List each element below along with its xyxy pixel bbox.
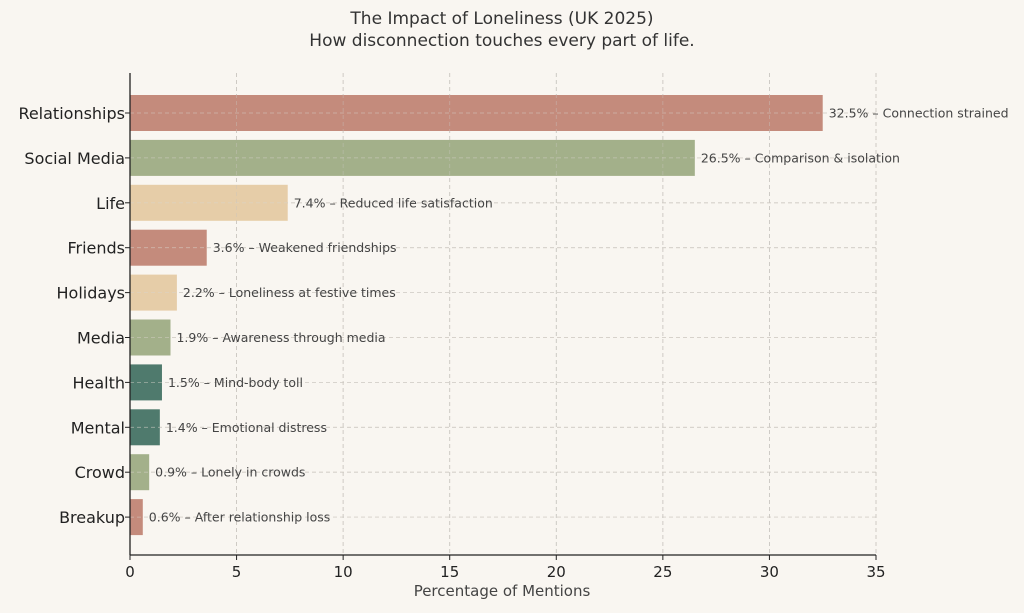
- data-label: 32.5% – Connection strained: [829, 106, 1009, 121]
- data-label: 3.6% – Weakened friendships: [213, 240, 397, 255]
- data-label: 1.9% – Awareness through media: [176, 330, 385, 345]
- data-labels: 32.5% – Connection strained 26.5% – Compa…: [149, 106, 1009, 525]
- y-tick-label: Relationships: [18, 104, 125, 123]
- y-tick-label: Friends: [67, 239, 125, 258]
- x-tick-label: 15: [440, 563, 459, 581]
- data-label: 1.4% – Emotional distress: [166, 420, 327, 435]
- data-label: 2.2% – Loneliness at festive times: [183, 285, 396, 300]
- x-tick-label: 35: [866, 563, 885, 581]
- x-tick-label: 25: [653, 563, 672, 581]
- bar-breakup: [130, 499, 143, 536]
- data-label: 0.6% – After relationship loss: [149, 510, 331, 525]
- data-label: 26.5% – Comparison & isolation: [701, 150, 900, 165]
- x-tick-label: 30: [760, 563, 779, 581]
- y-axis: Relationships Social Media Life Friends Holi…: [18, 73, 131, 555]
- data-label: 7.4% – Reduced life satisfaction: [294, 195, 493, 210]
- y-tick-label: Crowd: [75, 463, 125, 482]
- x-tick-label: 5: [232, 563, 242, 581]
- x-tick-label: 0: [125, 563, 135, 581]
- chart-title: The Impact of Loneliness (UK 2025): [349, 9, 653, 29]
- x-axis: 0 5 10 15 20 25 30 35: [125, 554, 886, 581]
- bar-media: [130, 319, 171, 356]
- x-tick-label: 10: [334, 563, 353, 581]
- y-tick-label: Mental: [71, 418, 125, 437]
- data-label: 1.5% – Mind-body toll: [168, 375, 303, 390]
- x-axis-label: Percentage of Mentions: [414, 582, 591, 600]
- y-tick-label: Media: [77, 329, 125, 348]
- grid-overlay: [129, 73, 877, 555]
- y-tick-label: Life: [96, 194, 125, 213]
- y-tick-label: Social Media: [24, 149, 125, 168]
- y-tick-label: Holidays: [57, 284, 125, 303]
- y-tick-label: Breakup: [59, 508, 125, 527]
- data-label: 0.9% – Lonely in crowds: [155, 465, 305, 480]
- y-tick-label: Health: [72, 373, 125, 392]
- x-tick-label: 20: [547, 563, 566, 581]
- chart-subtitle: How disconnection touches every part of …: [309, 31, 694, 51]
